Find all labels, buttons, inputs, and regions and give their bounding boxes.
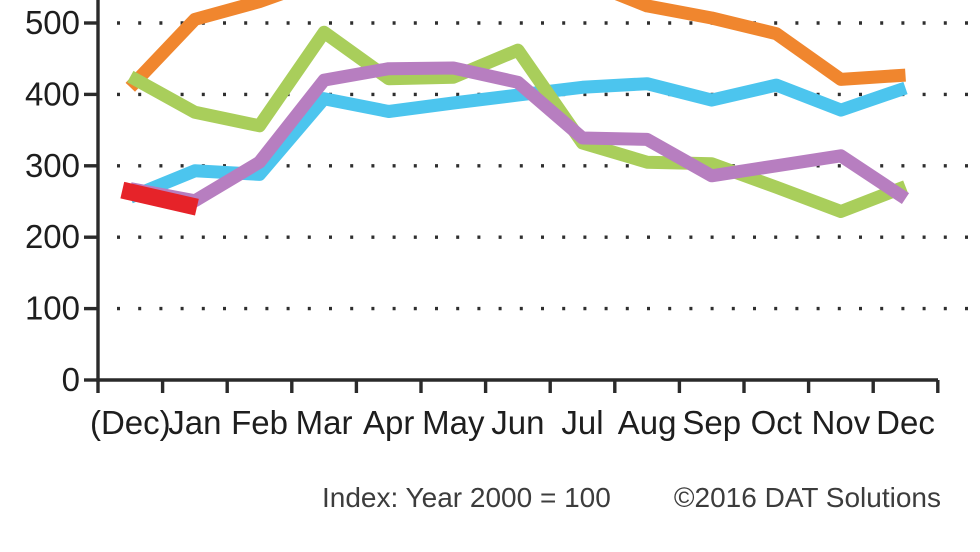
copyright-footnote: ©2016 DAT Solutions: [674, 482, 941, 513]
y-tick-label-500: 500: [25, 4, 80, 41]
red-line: [120, 181, 199, 216]
y-tick-label-100: 100: [25, 290, 80, 327]
x-label-dec-12: Dec: [876, 404, 935, 441]
orange-line: [125, 0, 906, 92]
x-label-jun-6: Jun: [491, 404, 544, 441]
x-label-apr-4: Apr: [363, 404, 414, 441]
y-tick-label-200: 200: [25, 218, 80, 255]
x-label-jul-7: Jul: [561, 404, 603, 441]
index-footnote: Index: Year 2000 = 100: [322, 482, 611, 513]
x-label-jan-1: Jan: [168, 404, 221, 441]
x-label-may-5: May: [422, 404, 485, 441]
blue-line: [127, 77, 908, 204]
green-line: [127, 25, 908, 218]
data-series: [120, 0, 910, 218]
y-tick-label-0: 0: [62, 361, 80, 398]
x-label-sep-9: Sep: [682, 404, 741, 441]
purple-line: [129, 61, 910, 208]
x-label-aug-8: Aug: [618, 404, 677, 441]
y-tick-label-300: 300: [25, 147, 80, 184]
x-label-mar-3: Mar: [296, 404, 353, 441]
axes: [84, 0, 940, 393]
x-label-nov-11: Nov: [812, 404, 871, 441]
y-tick-label-400: 400: [25, 75, 80, 112]
x-label-dec-0: (Dec): [90, 404, 171, 441]
x-label-feb-2: Feb: [231, 404, 288, 441]
axis-labels: 0 100 200 300 400 500 (Dec)Jan Feb Mar Apr May Jun J…: [25, 4, 935, 441]
x-label-oct-10: Oct: [751, 404, 802, 441]
